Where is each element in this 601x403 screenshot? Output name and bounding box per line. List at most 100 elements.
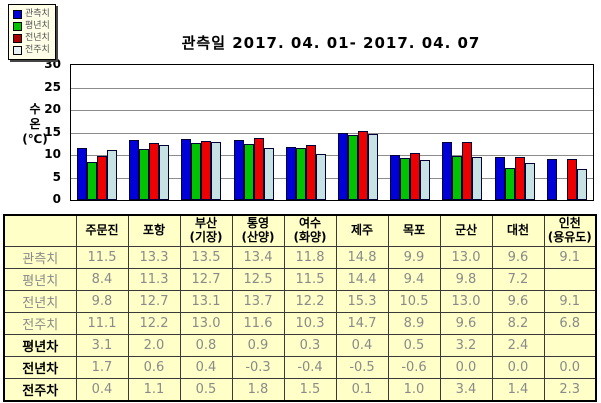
table-row: 전년치 9.8 12.7 13.1 13.7 12.2 15.3 10.5 13.0 9.6 9.1 xyxy=(3,290,597,313)
bar-group-5 xyxy=(280,65,332,200)
table-cell: 0.5 xyxy=(387,334,441,357)
bar xyxy=(338,133,349,200)
bar-group-7 xyxy=(384,65,436,200)
bar xyxy=(442,141,453,200)
table-cell: 3.1 xyxy=(75,334,129,357)
legend-label: 관측치 xyxy=(25,8,50,19)
table-cell: 9.8 xyxy=(75,290,129,313)
bar xyxy=(149,142,160,200)
bar xyxy=(546,159,557,200)
table-cell: 1.1 xyxy=(127,378,181,401)
bar xyxy=(201,141,212,200)
bar xyxy=(243,143,254,200)
table-row: 전주치 11.1 12.2 13.0 11.6 10.3 14.7 8.9 9.6 8.2 6.8 xyxy=(3,312,597,335)
column-header: 주문진 xyxy=(75,214,129,247)
bar xyxy=(504,167,515,200)
table-cell: 9.8 xyxy=(439,268,493,291)
table-cell: 1.5 xyxy=(283,378,337,401)
bar xyxy=(253,138,264,200)
bar-group-4 xyxy=(228,65,280,200)
column-header: 군산 xyxy=(439,214,493,247)
table-cell: 0.0 xyxy=(543,356,597,379)
table-cell: 3.2 xyxy=(439,334,493,357)
y-axis-ticks: 0 5 10 15 20 25 30 xyxy=(34,57,66,206)
table-cell: 2.0 xyxy=(127,334,181,357)
column-header: 포항 xyxy=(127,214,181,247)
table-cell: 12.2 xyxy=(127,312,181,335)
legend-marker-icon xyxy=(13,45,22,55)
table-cell: 9.6 xyxy=(491,246,545,269)
legend-label: 평년치 xyxy=(25,20,50,31)
table-cell: 0.1 xyxy=(335,378,389,401)
bar xyxy=(263,147,274,200)
table-cell: 0.4 xyxy=(75,378,129,401)
table-cell: 11.1 xyxy=(75,312,129,335)
bar xyxy=(400,157,411,200)
table-cell: 14.7 xyxy=(335,312,389,335)
bar xyxy=(87,162,98,200)
table-cell: 10.5 xyxy=(387,290,441,313)
table-cell: 1.7 xyxy=(75,356,129,379)
table-cell: 1.8 xyxy=(231,378,285,401)
legend-item-1: 관측치 xyxy=(13,8,50,20)
bar xyxy=(159,145,170,200)
table-cell: 9.6 xyxy=(439,312,493,335)
table-cell: 0.6 xyxy=(127,356,181,379)
bar xyxy=(348,135,359,200)
bar xyxy=(181,139,192,200)
table-cell: 13.4 xyxy=(231,246,285,269)
table-cell: 10.3 xyxy=(283,312,337,335)
bar xyxy=(358,131,369,200)
table-cell: 13.1 xyxy=(179,290,233,313)
table-cell: 9.4 xyxy=(387,268,441,291)
bar xyxy=(107,150,118,200)
y-tick-label: 10 xyxy=(44,147,61,161)
table-cell: -0.3 xyxy=(231,356,285,379)
bar xyxy=(514,156,525,200)
table-cell: 9.1 xyxy=(543,246,597,269)
bar xyxy=(315,153,326,200)
table-cell xyxy=(543,334,597,357)
table-row: 전년차 1.7 0.6 0.4 -0.3 -0.4 -0.5 -0.6 0.0 0.0 0.0 xyxy=(3,356,597,379)
bar xyxy=(452,155,463,200)
table-cell: 12.7 xyxy=(127,290,181,313)
column-header: 인천 (용유도) xyxy=(543,214,597,247)
bar xyxy=(285,146,296,200)
table-cell xyxy=(543,268,597,291)
legend-label: 전년치 xyxy=(25,32,50,43)
table-cell: 9.6 xyxy=(491,290,545,313)
chart-title: 관측일 2017. 04. 01- 2017. 04. 07 xyxy=(181,34,481,52)
row-label: 전주치 xyxy=(3,312,77,335)
bar xyxy=(462,141,473,200)
table-cell: 1.4 xyxy=(491,378,545,401)
bar xyxy=(295,148,306,200)
bar xyxy=(139,149,150,200)
y-tick-label: 0 xyxy=(52,192,61,206)
table-cell: 9.1 xyxy=(543,290,597,313)
table-cell: 0.8 xyxy=(179,334,233,357)
bar xyxy=(305,145,316,200)
row-label: 관측치 xyxy=(3,246,77,269)
table-cell: 11.8 xyxy=(283,246,337,269)
bar-group-3 xyxy=(175,65,227,200)
column-header: 부산 (기장) xyxy=(179,214,233,247)
y-tick-label: 5 xyxy=(52,169,61,184)
column-header: 대천 xyxy=(491,214,545,247)
column-header: 목포 xyxy=(387,214,441,247)
legend-label: 전주치 xyxy=(25,44,50,55)
table-cell: 0.4 xyxy=(335,334,389,357)
table-cell: 11.6 xyxy=(231,312,285,335)
table-cell: 0.4 xyxy=(179,356,233,379)
legend-marker-icon xyxy=(13,33,22,43)
table-cell: 13.0 xyxy=(179,312,233,335)
table-cell: 8.9 xyxy=(387,312,441,335)
table-cell: 0.0 xyxy=(439,356,493,379)
table-row: 평년차 3.1 2.0 0.8 0.9 0.3 0.4 0.5 3.2 2.4 xyxy=(3,334,597,357)
table-cell: -0.6 xyxy=(387,356,441,379)
bar-group-6 xyxy=(332,65,384,200)
bar xyxy=(410,152,421,200)
table-cell: 14.4 xyxy=(335,268,389,291)
table-cell: 11.5 xyxy=(283,268,337,291)
bar xyxy=(524,163,535,200)
row-label: 평년치 xyxy=(3,268,77,291)
